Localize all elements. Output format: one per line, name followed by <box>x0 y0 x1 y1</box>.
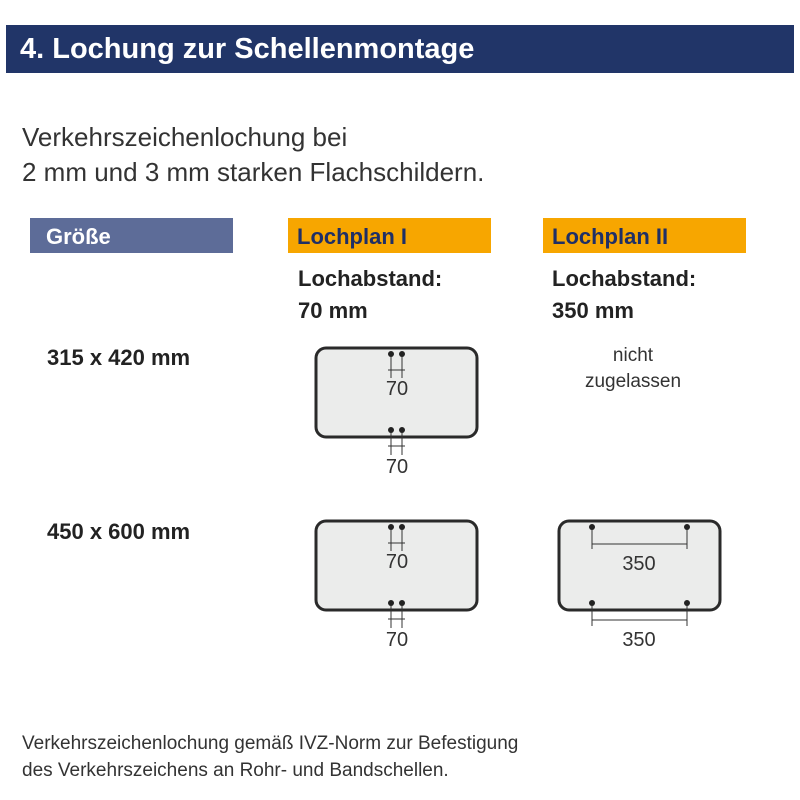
dim-label: 70 <box>386 629 408 651</box>
row-size-2: 450 x 600 mm <box>47 519 191 544</box>
dim-label: 70 <box>386 378 408 400</box>
column-header-plan2: Lochplan II <box>543 218 746 253</box>
not-permitted-note: nicht zugelassen <box>584 345 682 392</box>
plan1-distance: Lochabstand: 70 mm <box>298 266 443 323</box>
dim-label: 70 <box>386 456 408 478</box>
page-title: 4. Lochung zur Schellenmontage <box>6 25 794 73</box>
row-size-1: 315 x 420 mm <box>47 345 191 370</box>
dim-label: 350 <box>622 553 655 575</box>
dim-label: 70 <box>386 551 408 573</box>
plate-plan1-row1: 70 70 <box>314 346 479 478</box>
intro-text: Verkehrszeichenlochung bei 2 mm und 3 mm… <box>22 122 485 187</box>
plan2-distance: Lochabstand: 350 mm <box>552 266 697 323</box>
plate-plan2-row2: 350 350 <box>557 519 722 651</box>
footer-note: Verkehrszeichenlochung gemäß IVZ-Norm zu… <box>22 733 519 781</box>
column-header-plan1: Lochplan I <box>288 218 491 253</box>
column-header-size: Größe <box>30 218 233 253</box>
plate-plan1-row2: 70 70 <box>314 519 479 651</box>
dim-label: 350 <box>622 629 655 651</box>
